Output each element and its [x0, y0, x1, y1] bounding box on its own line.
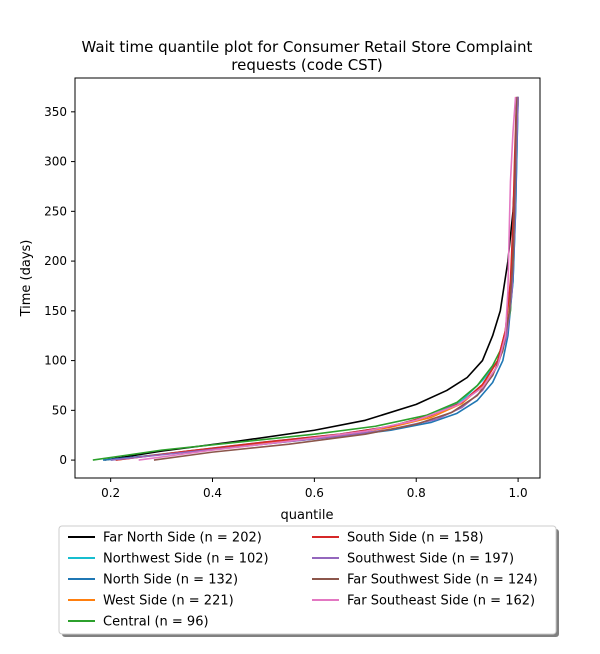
legend-label-3: West Side (n = 221) — [103, 594, 234, 609]
plot-frame — [74, 77, 541, 479]
y-tick-label: 0 — [59, 453, 67, 467]
legend-label-7: Far Southwest Side (n = 124) — [347, 573, 538, 588]
legend: Far North Side (n = 202) Northwest Side (… — [58, 525, 559, 637]
plot-lines — [92, 96, 519, 461]
x-axis-label: quantile — [280, 508, 333, 523]
legend-box — [58, 525, 557, 635]
legend-label-1: Northwest Side (n = 102) — [103, 552, 269, 567]
series-line-5 — [115, 96, 518, 461]
series-line-0 — [104, 96, 519, 461]
y-tick-label: 100 — [44, 354, 67, 368]
legend-label-6: Southwest Side (n = 197) — [347, 552, 514, 567]
x-tick-label: 0.8 — [407, 486, 426, 500]
y-axis-label: Time (days) — [19, 240, 34, 318]
legend-label-5: South Side (n = 158) — [347, 531, 484, 546]
x-axis-ticks: 0.2 0.4 0.6 0.8 1.0 — [101, 478, 528, 500]
legend-label-0: Far North Side (n = 202) — [103, 531, 262, 546]
legend-label-4: Central (n = 96) — [103, 615, 209, 630]
chart-title-line2: requests (code CST) — [231, 56, 382, 74]
legend-label-8: Far Southeast Side (n = 162) — [347, 594, 535, 609]
series-line-8 — [138, 96, 517, 461]
chart-title-line1: Wait time quantile plot for Consumer Ret… — [82, 38, 533, 56]
x-tick-label: 0.4 — [203, 486, 222, 500]
y-tick-label: 150 — [44, 304, 67, 318]
x-tick-label: 0.6 — [305, 486, 324, 500]
series-line-7 — [153, 96, 518, 461]
legend-entries: Far North Side (n = 202) Northwest Side (… — [68, 531, 538, 630]
x-tick-label: 1.0 — [509, 486, 528, 500]
y-tick-label: 350 — [44, 105, 67, 119]
y-tick-label: 300 — [44, 155, 67, 169]
y-tick-label: 200 — [44, 254, 67, 268]
y-tick-label: 50 — [52, 403, 67, 417]
x-tick-label: 0.2 — [101, 486, 120, 500]
legend-label-2: North Side (n = 132) — [103, 573, 238, 588]
y-axis-ticks: 0 50 100 150 200 250 300 350 — [44, 105, 75, 467]
y-tick-label: 250 — [44, 204, 67, 218]
